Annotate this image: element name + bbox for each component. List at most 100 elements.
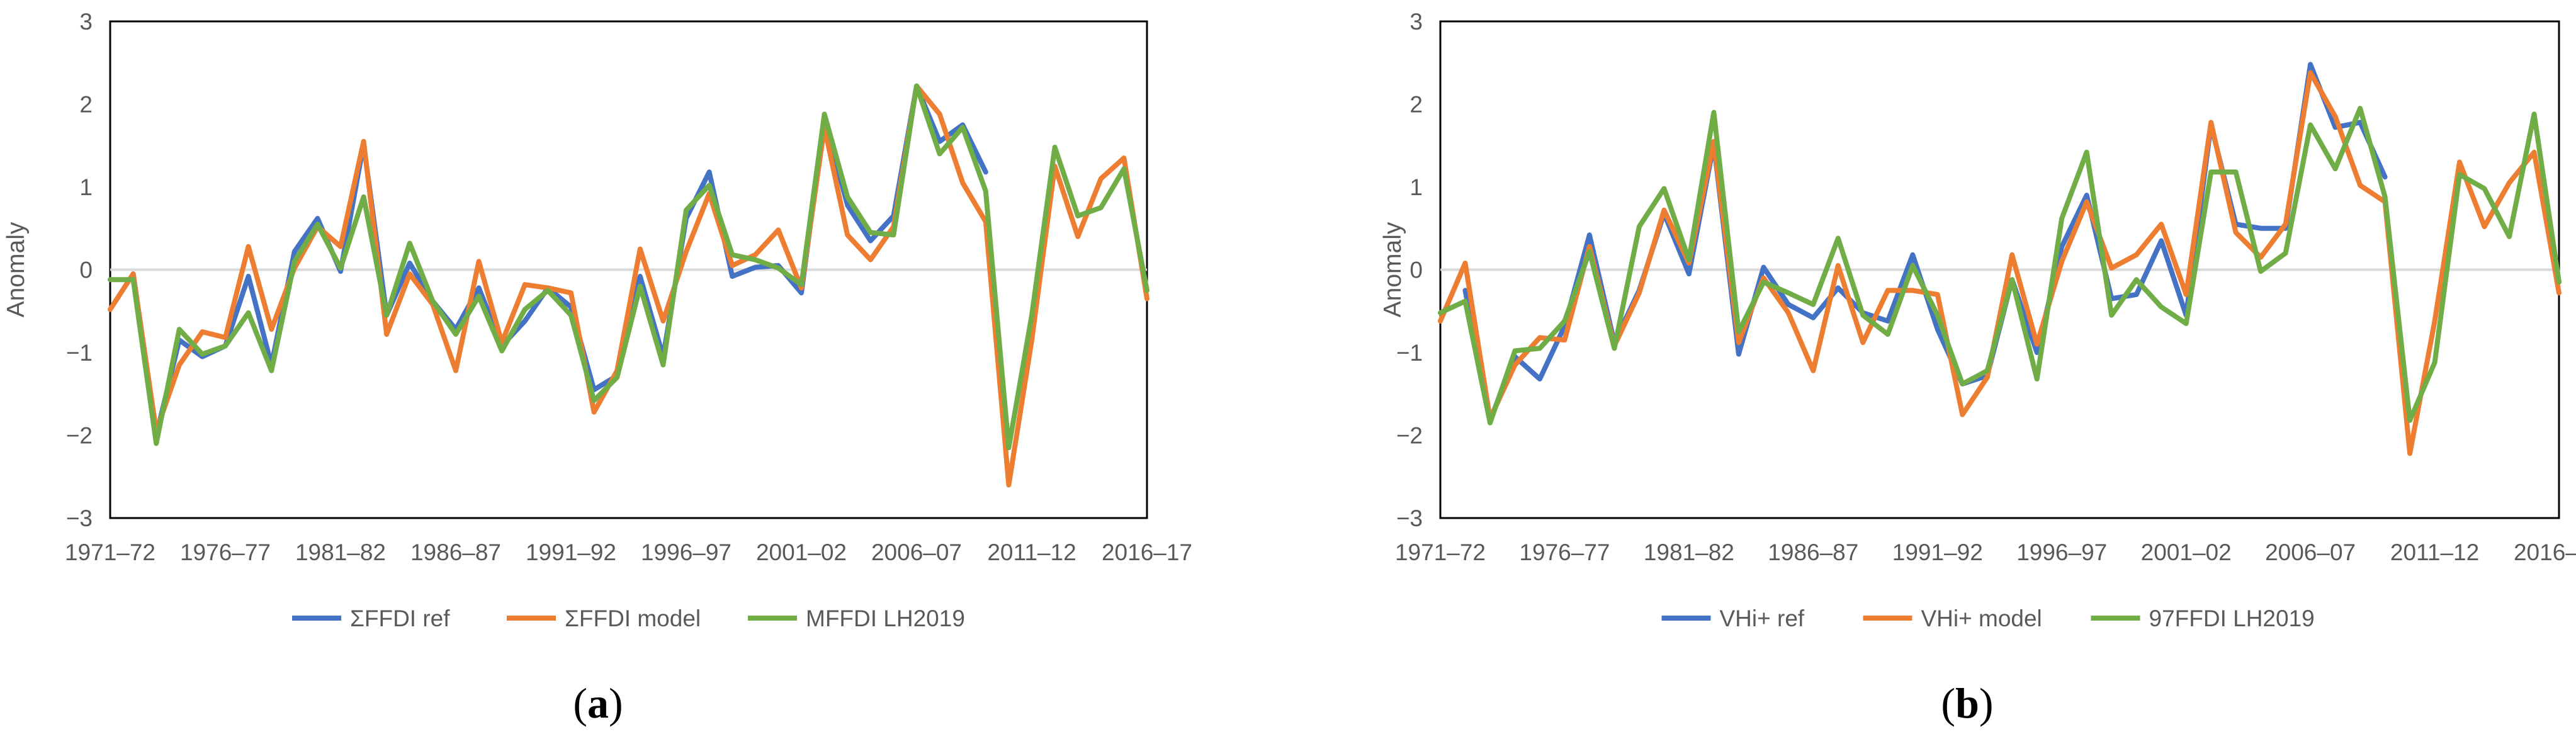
series-line-3 xyxy=(1438,106,2562,426)
data-point xyxy=(178,327,181,331)
x-tick-label: 2001–02 xyxy=(756,539,847,565)
data-point xyxy=(684,250,688,254)
data-point xyxy=(869,258,873,262)
data-point xyxy=(200,352,204,356)
data-point xyxy=(339,266,342,270)
data-point xyxy=(730,253,734,257)
data-point xyxy=(2209,120,2213,124)
x-tick-label: 1971–72 xyxy=(1395,539,1486,565)
x-tick-label: 2001–02 xyxy=(2141,539,2232,565)
data-point xyxy=(1007,483,1010,487)
data-point xyxy=(1637,225,1641,228)
data-point xyxy=(132,272,135,276)
data-point xyxy=(1737,352,1741,356)
data-point xyxy=(1662,208,1666,212)
data-point xyxy=(1053,145,1057,149)
data-point xyxy=(1030,338,1034,342)
data-point xyxy=(1911,288,1914,292)
data-point xyxy=(1712,111,1715,115)
chart-panel-b: 3 2 1 0 −1 −2 −3 1971–72 1976–77 1981–82 1986–87 19… xyxy=(1379,9,2576,727)
y-tick-label: 1 xyxy=(79,174,93,200)
data-point xyxy=(2035,377,2039,381)
data-point xyxy=(2259,269,2262,273)
y-tick-label: −2 xyxy=(1396,423,1423,449)
data-point xyxy=(1464,261,1467,265)
x-tick-label: 1976–77 xyxy=(180,539,271,565)
data-point xyxy=(1687,258,1691,262)
data-point xyxy=(1099,177,1103,181)
data-point xyxy=(2358,183,2362,187)
data-point xyxy=(1960,413,1964,417)
data-point xyxy=(845,233,849,237)
data-point xyxy=(661,363,665,367)
data-point xyxy=(247,274,251,278)
data-point xyxy=(500,349,504,352)
data-point xyxy=(1538,346,1542,350)
data-point xyxy=(315,222,319,226)
data-point xyxy=(477,259,481,263)
x-tick-label: 2011–12 xyxy=(987,539,1076,565)
data-point xyxy=(915,84,918,88)
data-point xyxy=(1538,335,1542,339)
data-point xyxy=(938,112,942,116)
data-point xyxy=(869,239,873,243)
data-point xyxy=(1936,293,1940,296)
data-point xyxy=(754,253,757,257)
data-point xyxy=(2433,319,2437,323)
series-line-3 xyxy=(108,83,1150,451)
data-point xyxy=(2110,313,2113,317)
data-point xyxy=(1737,341,1741,344)
data-point xyxy=(1811,369,1815,373)
data-point xyxy=(569,291,573,295)
data-point xyxy=(2060,259,2064,263)
y-tick-label: 2 xyxy=(79,92,93,118)
data-point xyxy=(1538,377,1542,381)
data-point xyxy=(2135,253,2138,257)
data-point xyxy=(1861,313,1865,317)
data-point xyxy=(1099,206,1103,210)
y-tick-label: 0 xyxy=(1409,257,1423,283)
y-axis-label: Anomaly xyxy=(1379,222,1406,317)
x-tick-label: 1986–87 xyxy=(410,539,501,565)
data-point xyxy=(269,327,273,331)
y-tick-label: −1 xyxy=(1396,340,1423,366)
data-point xyxy=(2184,322,2188,325)
data-point xyxy=(730,274,734,278)
data-point xyxy=(1787,291,1790,295)
data-point xyxy=(454,332,458,336)
data-point xyxy=(869,230,873,234)
data-point xyxy=(2159,305,2163,309)
data-point xyxy=(2035,342,2039,346)
data-point xyxy=(1836,237,1840,240)
data-point xyxy=(2085,150,2089,154)
data-point xyxy=(2308,71,2312,75)
data-point xyxy=(592,410,596,414)
data-point xyxy=(2159,239,2163,243)
legend-label-3: 97FFDI LH2019 xyxy=(2149,606,2315,631)
data-point xyxy=(2334,167,2337,171)
panel-label: (a) xyxy=(573,679,623,727)
data-point xyxy=(754,266,757,269)
data-point xyxy=(1811,316,1815,320)
data-point xyxy=(2060,245,2064,249)
data-point xyxy=(984,170,988,174)
data-point xyxy=(961,181,964,184)
data-point xyxy=(223,344,227,348)
data-point xyxy=(2010,253,2014,257)
data-point xyxy=(1761,280,1765,284)
data-point xyxy=(2135,293,2138,296)
data-point xyxy=(938,152,942,155)
data-point xyxy=(754,258,757,262)
data-point xyxy=(546,288,550,292)
data-point xyxy=(1007,446,1010,449)
data-point xyxy=(200,330,204,334)
data-point xyxy=(431,300,434,303)
data-point xyxy=(961,125,964,129)
data-point xyxy=(1145,297,1149,301)
data-point xyxy=(1588,250,1591,254)
data-point xyxy=(1911,253,1914,257)
data-point xyxy=(1936,327,1940,331)
data-point xyxy=(1936,313,1940,317)
x-tick-label: 1976–77 xyxy=(1519,539,1610,565)
data-point xyxy=(2383,195,2387,199)
